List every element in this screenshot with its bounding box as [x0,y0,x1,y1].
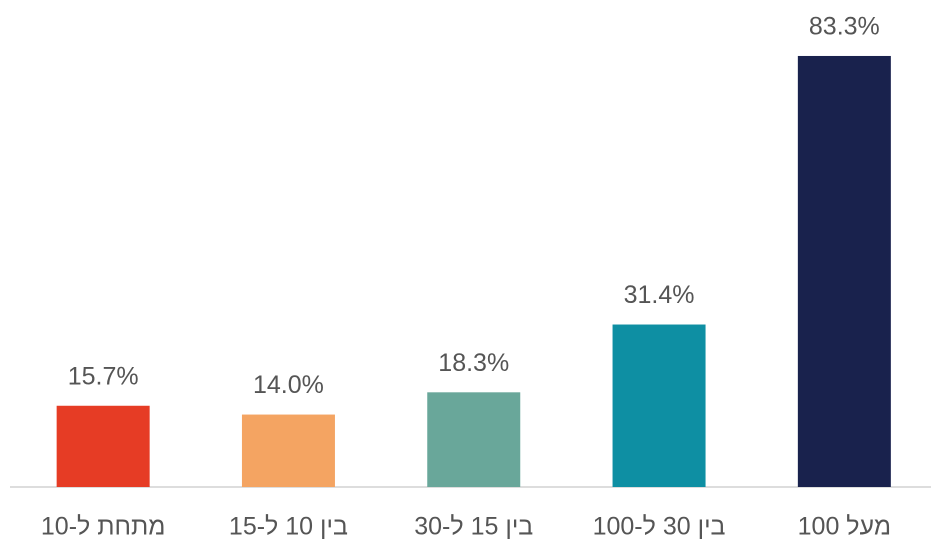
value-label: 31.4% [624,281,695,309]
value-label: 18.3% [438,349,509,377]
bar [427,392,521,487]
bar [56,405,150,487]
bar [612,324,706,487]
bar [797,55,891,487]
value-label: 15.7% [68,362,139,390]
x-tick-label: מעל 100 [798,513,891,541]
x-tick-label: מתחת ל-10 [41,513,166,541]
value-label: 14.0% [253,371,324,399]
x-tick-label: בין 30 ל-100 [593,513,726,541]
x-tick-label: בין 10 ל-15 [229,513,348,541]
value-label: 83.3% [809,13,880,41]
x-tick-label: בין 15 ל-30 [414,513,533,541]
bar [241,414,335,487]
